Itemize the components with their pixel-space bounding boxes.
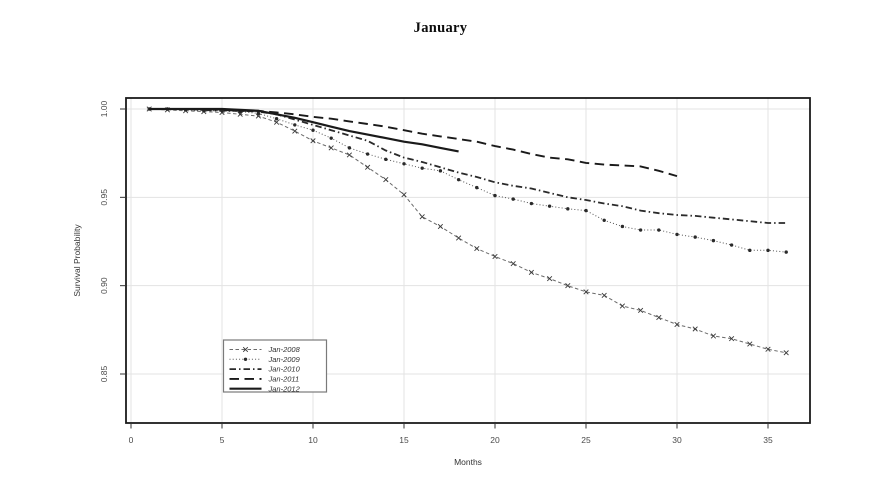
marker-x	[419, 214, 425, 220]
marker-dot	[420, 166, 424, 170]
marker-x	[492, 253, 498, 260]
marker-dot	[547, 204, 552, 208]
marker-dot	[438, 169, 443, 173]
marker-dot	[566, 207, 570, 211]
y-axis-label: Survival Probability	[72, 224, 82, 297]
marker-x	[565, 283, 571, 289]
marker-dot	[256, 111, 261, 116]
marker-dot	[475, 185, 479, 190]
marker-dot	[456, 177, 461, 182]
series-line-Jan-2008	[149, 108, 787, 354]
marker-x	[383, 177, 389, 183]
marker-dot	[293, 123, 297, 127]
marker-x	[747, 341, 753, 347]
marker-dot	[784, 250, 788, 254]
marker-x	[528, 269, 535, 276]
legend-label-Jan-2008: Jan-2008	[268, 345, 301, 354]
marker-dot	[729, 243, 734, 247]
x-tick-label: 15	[399, 435, 409, 445]
marker-dot	[347, 146, 352, 150]
y-tick-label: 0.95	[99, 189, 109, 206]
series-line-Jan-2009	[149, 108, 787, 253]
marker-x	[601, 292, 607, 299]
marker-x	[310, 138, 316, 144]
marker-x	[710, 333, 717, 339]
marker-dot	[748, 248, 752, 253]
series-line-Jan-2010	[149, 108, 787, 224]
marker-x	[401, 192, 407, 198]
marker-dot	[384, 157, 388, 162]
marker-x	[692, 326, 698, 332]
x-tick-label: 30	[672, 435, 682, 445]
marker-x	[783, 350, 789, 356]
legend-label-Jan-2012: Jan-2012	[268, 384, 301, 393]
marker-x	[237, 111, 243, 117]
x-tick-label: 20	[490, 435, 500, 445]
plot-box	[125, 97, 811, 424]
marker-x	[619, 303, 626, 309]
marker-dot	[493, 193, 497, 198]
marker-x	[364, 164, 371, 170]
marker-dot	[584, 208, 588, 213]
marker-dot	[620, 224, 625, 229]
marker-dot	[657, 228, 661, 232]
marker-x	[437, 223, 444, 230]
legend-label-Jan-2011: Jan-2011	[268, 375, 300, 384]
marker-dot	[675, 232, 679, 237]
legend-box	[222, 339, 328, 393]
y-tick-label: 0.85	[99, 365, 109, 382]
marker-x	[637, 307, 644, 314]
marker-x	[255, 113, 262, 119]
legend-marker-dot	[243, 357, 248, 361]
x-tick-label: 5	[220, 435, 225, 445]
marker-x	[474, 245, 480, 252]
chart-title: January	[413, 20, 468, 36]
x-tick-label: 25	[581, 435, 591, 445]
marker-dot	[365, 152, 370, 156]
legend-label-Jan-2009: Jan-2009	[268, 355, 301, 364]
marker-dot	[711, 238, 716, 243]
x-tick-label: 0	[129, 435, 134, 445]
marker-dot	[602, 218, 606, 222]
marker-dot	[402, 162, 406, 166]
marker-x	[674, 321, 680, 328]
x-tick-label: 35	[763, 435, 773, 445]
series-line-Jan-2011	[149, 108, 678, 178]
y-tick-label: 1.00	[99, 100, 109, 117]
marker-x	[583, 289, 589, 295]
marker-dot	[274, 117, 279, 121]
marker-dot	[311, 128, 315, 132]
marker-dot	[529, 201, 534, 206]
marker-x	[510, 260, 516, 267]
series-line-Jan-2012	[149, 107, 459, 153]
x-axis-label: Months	[454, 457, 482, 467]
legend-marker-x	[242, 346, 249, 353]
marker-x	[273, 119, 280, 125]
marker-x	[546, 275, 553, 282]
marker-x	[455, 235, 462, 241]
marker-x	[292, 128, 298, 134]
marker-x	[656, 314, 662, 321]
marker-x	[765, 346, 771, 352]
marker-dot	[638, 228, 643, 232]
marker-dot	[329, 136, 333, 140]
marker-dot	[511, 197, 515, 201]
x-tick-label: 10	[308, 435, 318, 445]
marker-x	[728, 336, 735, 342]
legend-label-Jan-2010: Jan-2010	[268, 365, 301, 374]
marker-dot	[766, 248, 770, 253]
marker-x	[346, 152, 353, 158]
marker-dot	[693, 235, 697, 239]
y-tick-label: 0.90	[99, 277, 109, 294]
marker-x	[328, 145, 334, 151]
